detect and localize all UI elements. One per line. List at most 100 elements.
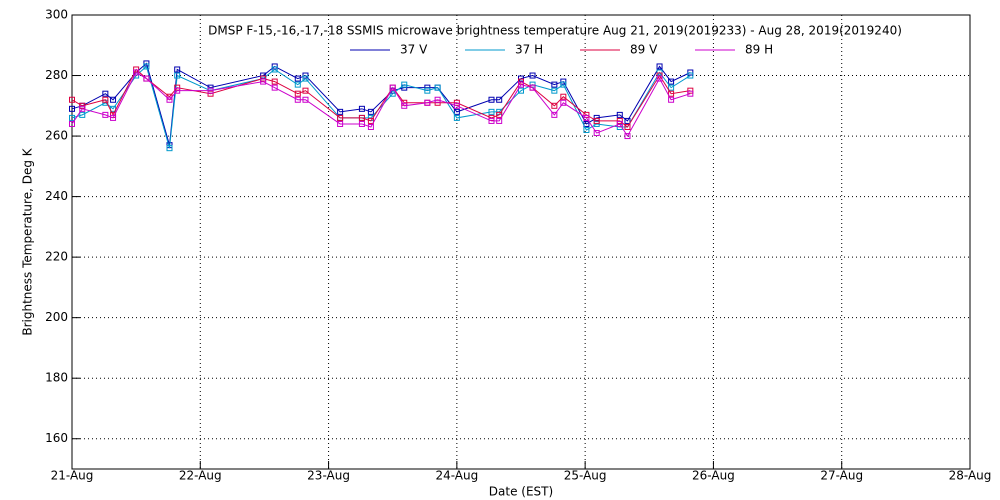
point-marker bbox=[271, 84, 278, 91]
point-marker bbox=[294, 96, 301, 103]
series-line bbox=[71, 65, 691, 149]
point-marker bbox=[656, 63, 663, 70]
point-marker bbox=[207, 87, 214, 94]
point-marker bbox=[174, 84, 181, 91]
point-marker bbox=[583, 127, 590, 134]
series-line bbox=[71, 68, 691, 128]
y-tick-label: 300 bbox=[45, 8, 68, 22]
point-marker bbox=[260, 78, 267, 85]
point-marker bbox=[133, 69, 140, 76]
point-marker bbox=[389, 90, 396, 97]
point-marker bbox=[434, 96, 441, 103]
point-marker bbox=[668, 96, 675, 103]
point-marker bbox=[496, 96, 503, 103]
point-marker bbox=[434, 84, 441, 91]
x-tick-label: 22-Aug bbox=[179, 469, 222, 483]
y-axis-label: Brightness Temperature, Deg K bbox=[21, 147, 35, 335]
series-line bbox=[71, 71, 691, 138]
x-tick-label: 21-Aug bbox=[51, 469, 94, 483]
y-tick-label: 220 bbox=[45, 250, 68, 264]
point-marker bbox=[302, 75, 309, 82]
point-marker bbox=[143, 63, 150, 70]
point-marker bbox=[389, 84, 396, 91]
point-marker bbox=[79, 105, 86, 112]
point-marker bbox=[260, 75, 267, 82]
point-marker bbox=[174, 66, 181, 73]
point-marker bbox=[174, 72, 181, 79]
point-marker bbox=[687, 69, 694, 76]
x-tick-label: 26-Aug bbox=[692, 469, 735, 483]
point-marker bbox=[143, 75, 150, 82]
point-marker bbox=[518, 81, 524, 88]
point-marker bbox=[518, 78, 524, 85]
point-marker bbox=[401, 81, 408, 88]
point-marker bbox=[624, 117, 631, 124]
point-marker bbox=[367, 108, 374, 115]
x-tick-label: 28-Aug bbox=[949, 469, 992, 483]
point-marker bbox=[551, 102, 558, 109]
point-marker bbox=[593, 117, 600, 124]
point-marker bbox=[166, 145, 173, 152]
point-marker bbox=[687, 87, 694, 94]
point-marker bbox=[668, 84, 675, 91]
point-marker bbox=[583, 120, 590, 127]
point-marker bbox=[687, 90, 694, 97]
point-marker bbox=[424, 99, 431, 106]
point-marker bbox=[69, 120, 75, 127]
point-marker bbox=[302, 87, 309, 94]
point-marker bbox=[529, 72, 536, 79]
point-marker bbox=[488, 117, 495, 124]
point-marker bbox=[367, 123, 374, 130]
y-tick-label: 260 bbox=[45, 129, 68, 143]
point-marker bbox=[593, 130, 600, 137]
point-marker bbox=[593, 120, 600, 127]
point-marker bbox=[453, 99, 460, 106]
point-marker bbox=[453, 108, 460, 115]
point-marker bbox=[337, 108, 344, 115]
point-marker bbox=[102, 111, 109, 118]
point-marker bbox=[488, 96, 495, 103]
point-marker bbox=[453, 114, 460, 121]
point-marker bbox=[551, 87, 558, 94]
point-marker bbox=[69, 114, 75, 121]
chart-title: DMSP F-15,-16,-17,-18 SSMIS microwave br… bbox=[208, 24, 902, 38]
point-marker bbox=[551, 111, 558, 118]
point-marker bbox=[560, 99, 567, 106]
point-marker bbox=[496, 111, 503, 118]
point-marker bbox=[367, 117, 374, 124]
point-marker bbox=[207, 90, 214, 97]
point-marker bbox=[358, 114, 365, 121]
x-tick-label: 23-Aug bbox=[307, 469, 350, 483]
point-marker bbox=[624, 123, 631, 130]
x-tick-label: 27-Aug bbox=[820, 469, 863, 483]
point-marker bbox=[294, 81, 301, 88]
x-tick-label: 25-Aug bbox=[564, 469, 607, 483]
point-marker bbox=[424, 87, 431, 94]
point-marker bbox=[668, 90, 675, 97]
plot-frame bbox=[71, 14, 971, 470]
point-marker bbox=[624, 133, 631, 140]
point-marker bbox=[337, 120, 344, 127]
point-marker bbox=[271, 66, 278, 73]
point-marker bbox=[110, 105, 117, 112]
point-marker bbox=[358, 105, 365, 112]
point-marker bbox=[294, 90, 301, 97]
point-marker bbox=[337, 114, 344, 121]
point-marker bbox=[174, 87, 181, 94]
point-marker bbox=[102, 96, 109, 103]
point-marker bbox=[518, 87, 524, 94]
point-marker bbox=[302, 96, 309, 103]
point-marker bbox=[69, 105, 75, 112]
point-marker bbox=[583, 114, 590, 121]
point-marker bbox=[616, 111, 623, 118]
point-marker bbox=[166, 96, 173, 103]
point-marker bbox=[110, 114, 117, 121]
legend-label: 37 V bbox=[400, 43, 428, 57]
point-marker bbox=[79, 102, 86, 109]
point-marker bbox=[110, 96, 117, 103]
point-marker bbox=[69, 96, 75, 103]
point-marker bbox=[560, 93, 567, 100]
x-axis-label: Date (EST) bbox=[489, 485, 553, 499]
x-tick-label: 24-Aug bbox=[435, 469, 478, 483]
